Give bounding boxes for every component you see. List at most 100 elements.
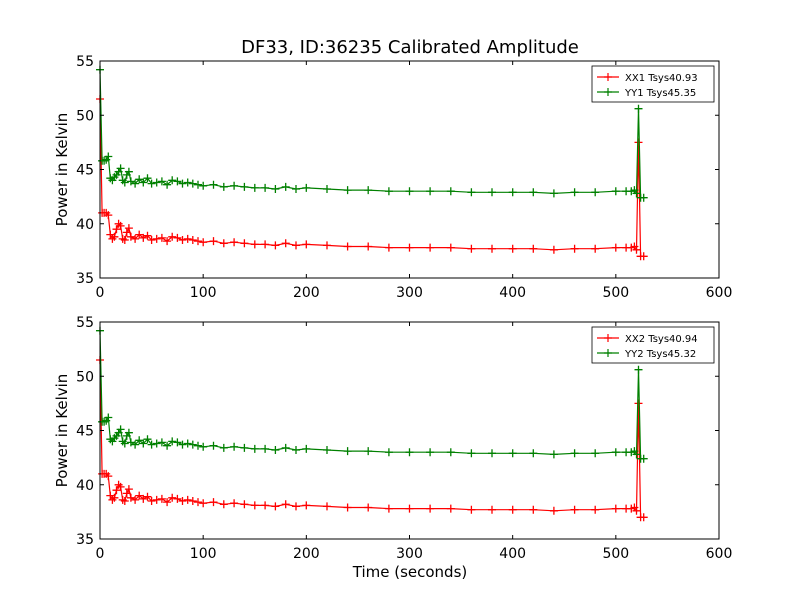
- data-point-marker: [446, 504, 455, 513]
- data-point-marker: [139, 178, 148, 187]
- data-point-marker: [116, 164, 125, 173]
- data-point-marker: [323, 241, 331, 250]
- top-chart-panel: 0 100 200 300 400 500 600 35 40 45 50 55 Power in Ke…: [53, 54, 732, 301]
- data-point-marker: [157, 233, 166, 242]
- data-point-marker: [126, 177, 135, 186]
- data-point-marker: [143, 174, 152, 183]
- data-point-marker: [446, 187, 455, 196]
- x-tick-label: 200: [293, 546, 320, 562]
- data-point-marker: [178, 236, 187, 244]
- data-point-marker: [152, 495, 161, 504]
- data-point-marker: [178, 497, 187, 505]
- data-point-marker: [384, 448, 393, 457]
- data-point-marker: [271, 241, 280, 250]
- y-tick-label: 35: [76, 532, 94, 548]
- data-point-marker: [104, 152, 113, 161]
- data-point-marker: [122, 489, 131, 498]
- data-point-marker: [639, 454, 648, 463]
- data-point-marker: [632, 506, 641, 515]
- data-point-marker: [183, 495, 192, 504]
- x-tick-label: 400: [499, 546, 526, 562]
- data-point-marker: [110, 232, 119, 241]
- data-point-marker: [364, 242, 373, 251]
- data-point-marker: [508, 449, 517, 458]
- data-point-marker: [570, 188, 579, 197]
- data-point-marker: [199, 181, 208, 190]
- data-point-marker: [188, 497, 197, 505]
- data-point-marker: [178, 179, 187, 188]
- data-point-marker: [188, 440, 197, 449]
- data-point-marker: [343, 242, 352, 251]
- data-point-marker: [120, 178, 129, 187]
- data-point-marker: [178, 440, 187, 449]
- x-tick-label: 500: [602, 285, 629, 301]
- data-point-marker: [112, 486, 121, 495]
- data-point-marker: [271, 446, 280, 454]
- y-axis-label: Power in Kelvin: [53, 374, 71, 488]
- data-point-marker: [168, 232, 177, 241]
- data-point-marker: [209, 180, 218, 189]
- data-point-marker: [194, 441, 202, 450]
- data-point-marker: [135, 491, 144, 500]
- data-point-marker: [323, 185, 331, 193]
- x-tick-label: 200: [293, 285, 320, 301]
- data-point-marker: [120, 236, 129, 244]
- data-point-marker: [120, 439, 129, 448]
- data-point-marker: [467, 188, 476, 197]
- data-point-marker: [219, 500, 228, 509]
- data-point-marker: [632, 189, 641, 198]
- data-point-marker: [157, 494, 166, 503]
- legend-marker: [604, 88, 612, 96]
- data-point-marker: [131, 440, 140, 449]
- data-point-marker: [168, 176, 177, 185]
- data-point-marker: [549, 450, 558, 459]
- data-point-marker: [143, 231, 152, 240]
- data-point-marker: [250, 501, 259, 510]
- data-point-marker: [281, 443, 290, 452]
- data-point-marker: [467, 505, 476, 514]
- y-tick-label: 40: [76, 478, 94, 494]
- x-axis-label: Time (seconds): [352, 563, 468, 581]
- x-tick-label: 0: [96, 546, 105, 562]
- data-point-marker: [639, 193, 648, 202]
- data-point-marker: [147, 179, 156, 188]
- data-point-marker: [250, 240, 259, 249]
- series-line: [99, 98, 644, 257]
- x-tick-label: 300: [396, 285, 423, 301]
- series-1-1: [96, 326, 648, 463]
- data-point-marker: [549, 245, 558, 254]
- data-point-marker: [639, 252, 648, 261]
- data-point-marker: [549, 189, 558, 198]
- data-point-marker: [529, 505, 538, 514]
- data-point-marker: [131, 495, 140, 504]
- data-point-marker: [163, 498, 172, 507]
- data-point-marker: [126, 232, 135, 241]
- data-point-marker: [302, 444, 311, 453]
- data-point-marker: [152, 439, 161, 448]
- data-point-marker: [529, 188, 538, 197]
- data-point-marker: [163, 180, 172, 189]
- data-point-marker: [240, 239, 249, 248]
- data-point-marker: [302, 501, 311, 510]
- data-point-marker: [122, 228, 131, 237]
- data-point-marker: [384, 187, 393, 196]
- data-point-marker: [104, 211, 113, 220]
- legend-marker: [604, 349, 612, 357]
- data-point-marker: [364, 186, 373, 195]
- data-point-marker: [120, 497, 129, 505]
- series-1-0: [96, 356, 648, 522]
- data-point-marker: [323, 446, 331, 454]
- data-point-marker: [124, 167, 133, 176]
- x-tick-label: 600: [706, 285, 733, 301]
- data-point-marker: [219, 239, 228, 248]
- x-tick-label: 600: [706, 546, 733, 562]
- data-point-marker: [219, 182, 228, 191]
- data-point-marker: [634, 365, 643, 374]
- legend-label: YY1 Tsys45.35: [624, 88, 696, 99]
- legend-label: YY2 Tsys45.32: [624, 349, 696, 360]
- data-point-marker: [632, 450, 641, 459]
- data-point-marker: [116, 221, 125, 230]
- data-point-marker: [194, 498, 202, 507]
- data-point-marker: [173, 494, 182, 503]
- data-point-marker: [292, 241, 300, 250]
